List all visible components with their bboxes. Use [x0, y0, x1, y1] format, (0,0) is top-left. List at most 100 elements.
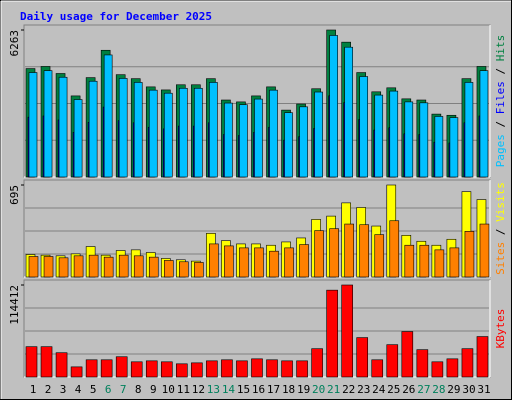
bar: [374, 234, 385, 278]
bar: [224, 245, 234, 278]
x-tick-label: 10: [162, 383, 175, 396]
bar: [341, 284, 353, 378]
bar: [431, 361, 444, 378]
legend-entry: Files: [494, 81, 507, 114]
bar: [73, 99, 83, 178]
bar: [434, 249, 445, 278]
bar: [329, 35, 338, 178]
bar: [130, 361, 143, 378]
bar: [118, 78, 128, 178]
bar: [404, 244, 415, 278]
bar: [28, 256, 39, 278]
bar: [281, 360, 293, 378]
legend-entry: Hits: [494, 35, 507, 62]
bar: [404, 101, 414, 178]
bar: [118, 254, 129, 278]
bar: [206, 360, 218, 378]
bar: [464, 231, 475, 278]
x-tick-label: 1: [30, 383, 37, 396]
x-tick-label: 22: [342, 383, 355, 396]
bar: [55, 352, 68, 378]
bar: [389, 220, 400, 278]
bar: [311, 348, 323, 378]
x-tick-label: 27: [417, 383, 430, 396]
bar: [251, 358, 263, 378]
x-tick-label: 21: [327, 383, 340, 396]
bar: [359, 224, 370, 278]
bar: [389, 90, 399, 178]
bar: [179, 87, 188, 178]
x-tick-label: 25: [387, 383, 400, 396]
legend-entry: Visits: [494, 182, 507, 222]
legend-separator: /: [494, 61, 507, 81]
x-tick-label: 17: [267, 383, 280, 396]
bar: [145, 360, 158, 378]
legend-entry: Sites: [494, 242, 507, 275]
bar: [58, 76, 68, 178]
bar: [356, 337, 369, 378]
bar: [296, 360, 308, 378]
bar: [284, 247, 294, 278]
x-tick-label: 20: [312, 383, 325, 396]
bar: [449, 117, 459, 178]
legend-separator: /: [494, 114, 507, 134]
bar: [314, 91, 323, 178]
bar: [461, 348, 474, 378]
x-tick-label: 13: [207, 383, 220, 396]
bar: [266, 359, 278, 378]
x-tick-label: 11: [177, 383, 190, 396]
bar: [449, 247, 460, 278]
x-tick-label: 3: [60, 383, 67, 396]
bar: [28, 72, 38, 178]
bar: [344, 223, 354, 278]
legend-entry: Pages: [494, 134, 507, 167]
bar: [269, 89, 278, 178]
bar: [344, 46, 353, 178]
x-tick-label: 19: [297, 383, 310, 396]
bar: [100, 359, 113, 378]
x-tick-label: 12: [192, 383, 205, 396]
bar: [386, 344, 399, 378]
bar: [239, 247, 249, 278]
x-tick-label: 8: [135, 383, 142, 396]
x-tick-label: 15: [237, 383, 250, 396]
bar: [88, 254, 99, 278]
bar: [236, 360, 248, 378]
x-tick-label: 14: [222, 383, 236, 396]
bar: [85, 359, 98, 378]
x-tick-label: 26: [402, 383, 415, 396]
y-tick-label: 114412: [8, 285, 21, 325]
bar: [43, 70, 53, 178]
bar: [464, 82, 474, 178]
x-tick-label: 7: [120, 383, 127, 396]
bar: [254, 247, 264, 278]
bar: [163, 92, 173, 178]
bar: [416, 349, 429, 378]
bar: [419, 244, 430, 278]
bar: [103, 54, 113, 178]
bar: [115, 356, 128, 378]
bar: [209, 82, 218, 178]
bar: [374, 94, 384, 178]
bar: [434, 116, 444, 178]
x-tick-label: 24: [372, 383, 386, 396]
bar: [148, 89, 158, 178]
bar: [133, 82, 143, 178]
x-tick-label: 16: [252, 383, 265, 396]
x-tick-label: 9: [150, 383, 157, 396]
bar: [221, 359, 233, 378]
bar: [163, 260, 174, 278]
bar: [359, 76, 369, 178]
legend-entry: KBytes: [494, 309, 507, 349]
chart-title: Daily usage for December 2025: [20, 10, 212, 23]
bar: [326, 289, 338, 378]
legend-separator: /: [494, 222, 507, 242]
bar: [419, 102, 429, 178]
bar: [103, 256, 114, 278]
bar: [254, 98, 263, 178]
legend: Pages / Files / Hits: [494, 35, 507, 168]
bar: [401, 331, 414, 378]
bar: [299, 244, 309, 278]
bar: [239, 104, 248, 178]
